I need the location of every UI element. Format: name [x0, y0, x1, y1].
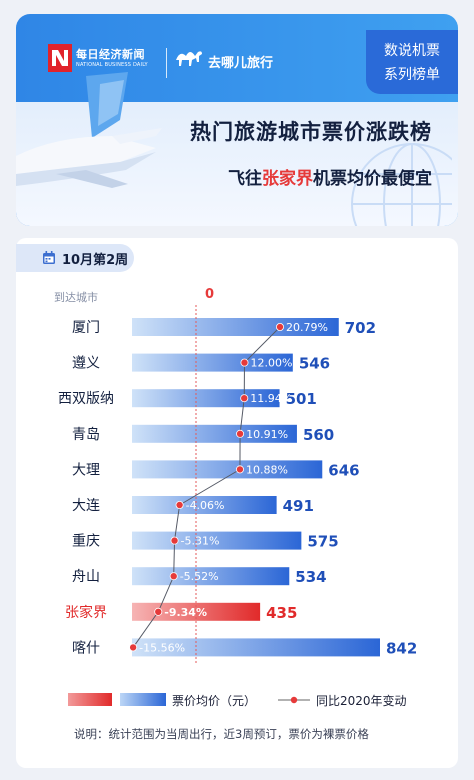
header-banner: 每日经济新闻 NATIONAL BUSINESS DAILY 去哪儿旅行 数说机…	[16, 14, 458, 226]
yoy-label-row-2: 12.00%	[250, 357, 292, 370]
nbd-logo-text: 每日经济新闻	[76, 48, 145, 61]
logo-divider	[166, 48, 167, 78]
yoy-label-row-5: 10.88%	[246, 463, 288, 476]
nbd-logo-subtext: NATIONAL BUSINESS DAILY	[76, 62, 148, 68]
yoy-label-row-6: -4.06%	[186, 499, 225, 512]
tag-line-2: 系列榜单	[384, 67, 440, 83]
subtitle-prefix: 飞往	[228, 169, 262, 189]
yoy-label-row-10: -15.56%	[139, 641, 185, 654]
yoy-point-row-1	[275, 322, 284, 331]
yoy-label-row-3: 11.94%	[250, 392, 292, 405]
price-bar-row-5	[132, 460, 323, 479]
yoy-label-row-4: 10.91%	[246, 428, 288, 441]
subtitle-suffix: 机票均价最便宜	[313, 169, 432, 189]
zero-axis-label: 0	[205, 287, 215, 302]
price-bar-row-9	[132, 602, 261, 621]
yoy-point-row-10	[129, 643, 138, 652]
city-label-row-8: 舟山	[72, 569, 100, 585]
series-tag: 数说机票 系列榜单	[366, 30, 458, 94]
city-label-row-7: 重庆	[72, 534, 100, 550]
price-bar-row-10	[132, 638, 380, 657]
legend-price-label: 票价均价（元）	[172, 694, 257, 708]
city-label-row-10: 喀什	[72, 640, 100, 656]
yoy-label-row-1: 20.79%	[286, 321, 328, 334]
price-value-row-1: 702	[345, 319, 376, 337]
calendar-icon	[43, 251, 55, 264]
price-value-row-9: 435	[266, 604, 297, 622]
price-value-row-5: 646	[328, 461, 359, 479]
page-subtitle: 飞往张家界机票均价最便宜	[228, 164, 432, 189]
camel-icon	[176, 51, 202, 66]
yoy-label-row-7: -5.31%	[181, 535, 220, 548]
yoy-point-row-3	[240, 394, 249, 403]
page-title: 热门旅游城市票价涨跌榜	[190, 120, 432, 144]
legend-line-marker	[278, 696, 310, 704]
yoy-point-row-5	[235, 465, 244, 474]
price-bar-row-1	[132, 318, 339, 336]
legend-swatch-blue	[120, 693, 166, 706]
legend-yoy-label: 同比2020年变动	[316, 694, 407, 708]
legend-swatch-red	[68, 693, 112, 706]
price-bar-row-6	[132, 496, 277, 514]
subtitle-highlight: 张家界	[262, 169, 313, 189]
footnote: 说明：统计范围为当周出行，近3周预订，票价为裸票价格	[74, 727, 369, 741]
price-value-row-8: 534	[295, 568, 326, 586]
city-column-header: 到达城市	[54, 291, 98, 304]
week-tab	[16, 244, 134, 272]
yoy-point-row-4	[236, 429, 245, 438]
price-value-row-2: 546	[299, 355, 330, 373]
price-value-row-3: 501	[286, 390, 317, 408]
city-label-row-4: 青岛	[72, 427, 100, 443]
price-value-row-10: 842	[386, 639, 417, 657]
airplane-graphic	[16, 72, 162, 188]
qunar-logo-text: 去哪儿旅行	[208, 56, 274, 71]
price-value-row-6: 491	[283, 497, 314, 515]
price-bar-row-4	[132, 424, 297, 443]
nbd-logo-icon	[48, 44, 72, 72]
city-label-row-1: 厦门	[72, 320, 100, 336]
city-label-row-3: 西双版纳	[58, 391, 114, 407]
yoy-change-line	[132, 326, 281, 648]
tag-line-1: 数说机票	[384, 43, 440, 59]
price-value-row-4: 560	[303, 426, 334, 444]
price-bar-row-2	[132, 353, 293, 372]
yoy-point-row-8	[169, 572, 178, 581]
globe-icon	[351, 143, 452, 226]
week-label: 10月第2周	[62, 253, 129, 268]
yoy-point-row-6	[175, 500, 184, 509]
yoy-point-row-7	[170, 536, 179, 545]
yoy-label-row-9: -9.34%	[164, 606, 207, 619]
price-bar-row-3	[132, 389, 280, 408]
yoy-point-row-9	[154, 607, 163, 616]
city-label-row-9: 张家界	[65, 604, 107, 621]
city-label-row-6: 大连	[72, 498, 100, 514]
city-label-row-5: 大理	[72, 462, 100, 478]
yoy-label-row-8: -5.52%	[180, 570, 219, 583]
yoy-point-row-2	[240, 358, 249, 367]
price-value-row-7: 575	[307, 533, 338, 551]
city-label-row-2: 遵义	[72, 355, 100, 372]
